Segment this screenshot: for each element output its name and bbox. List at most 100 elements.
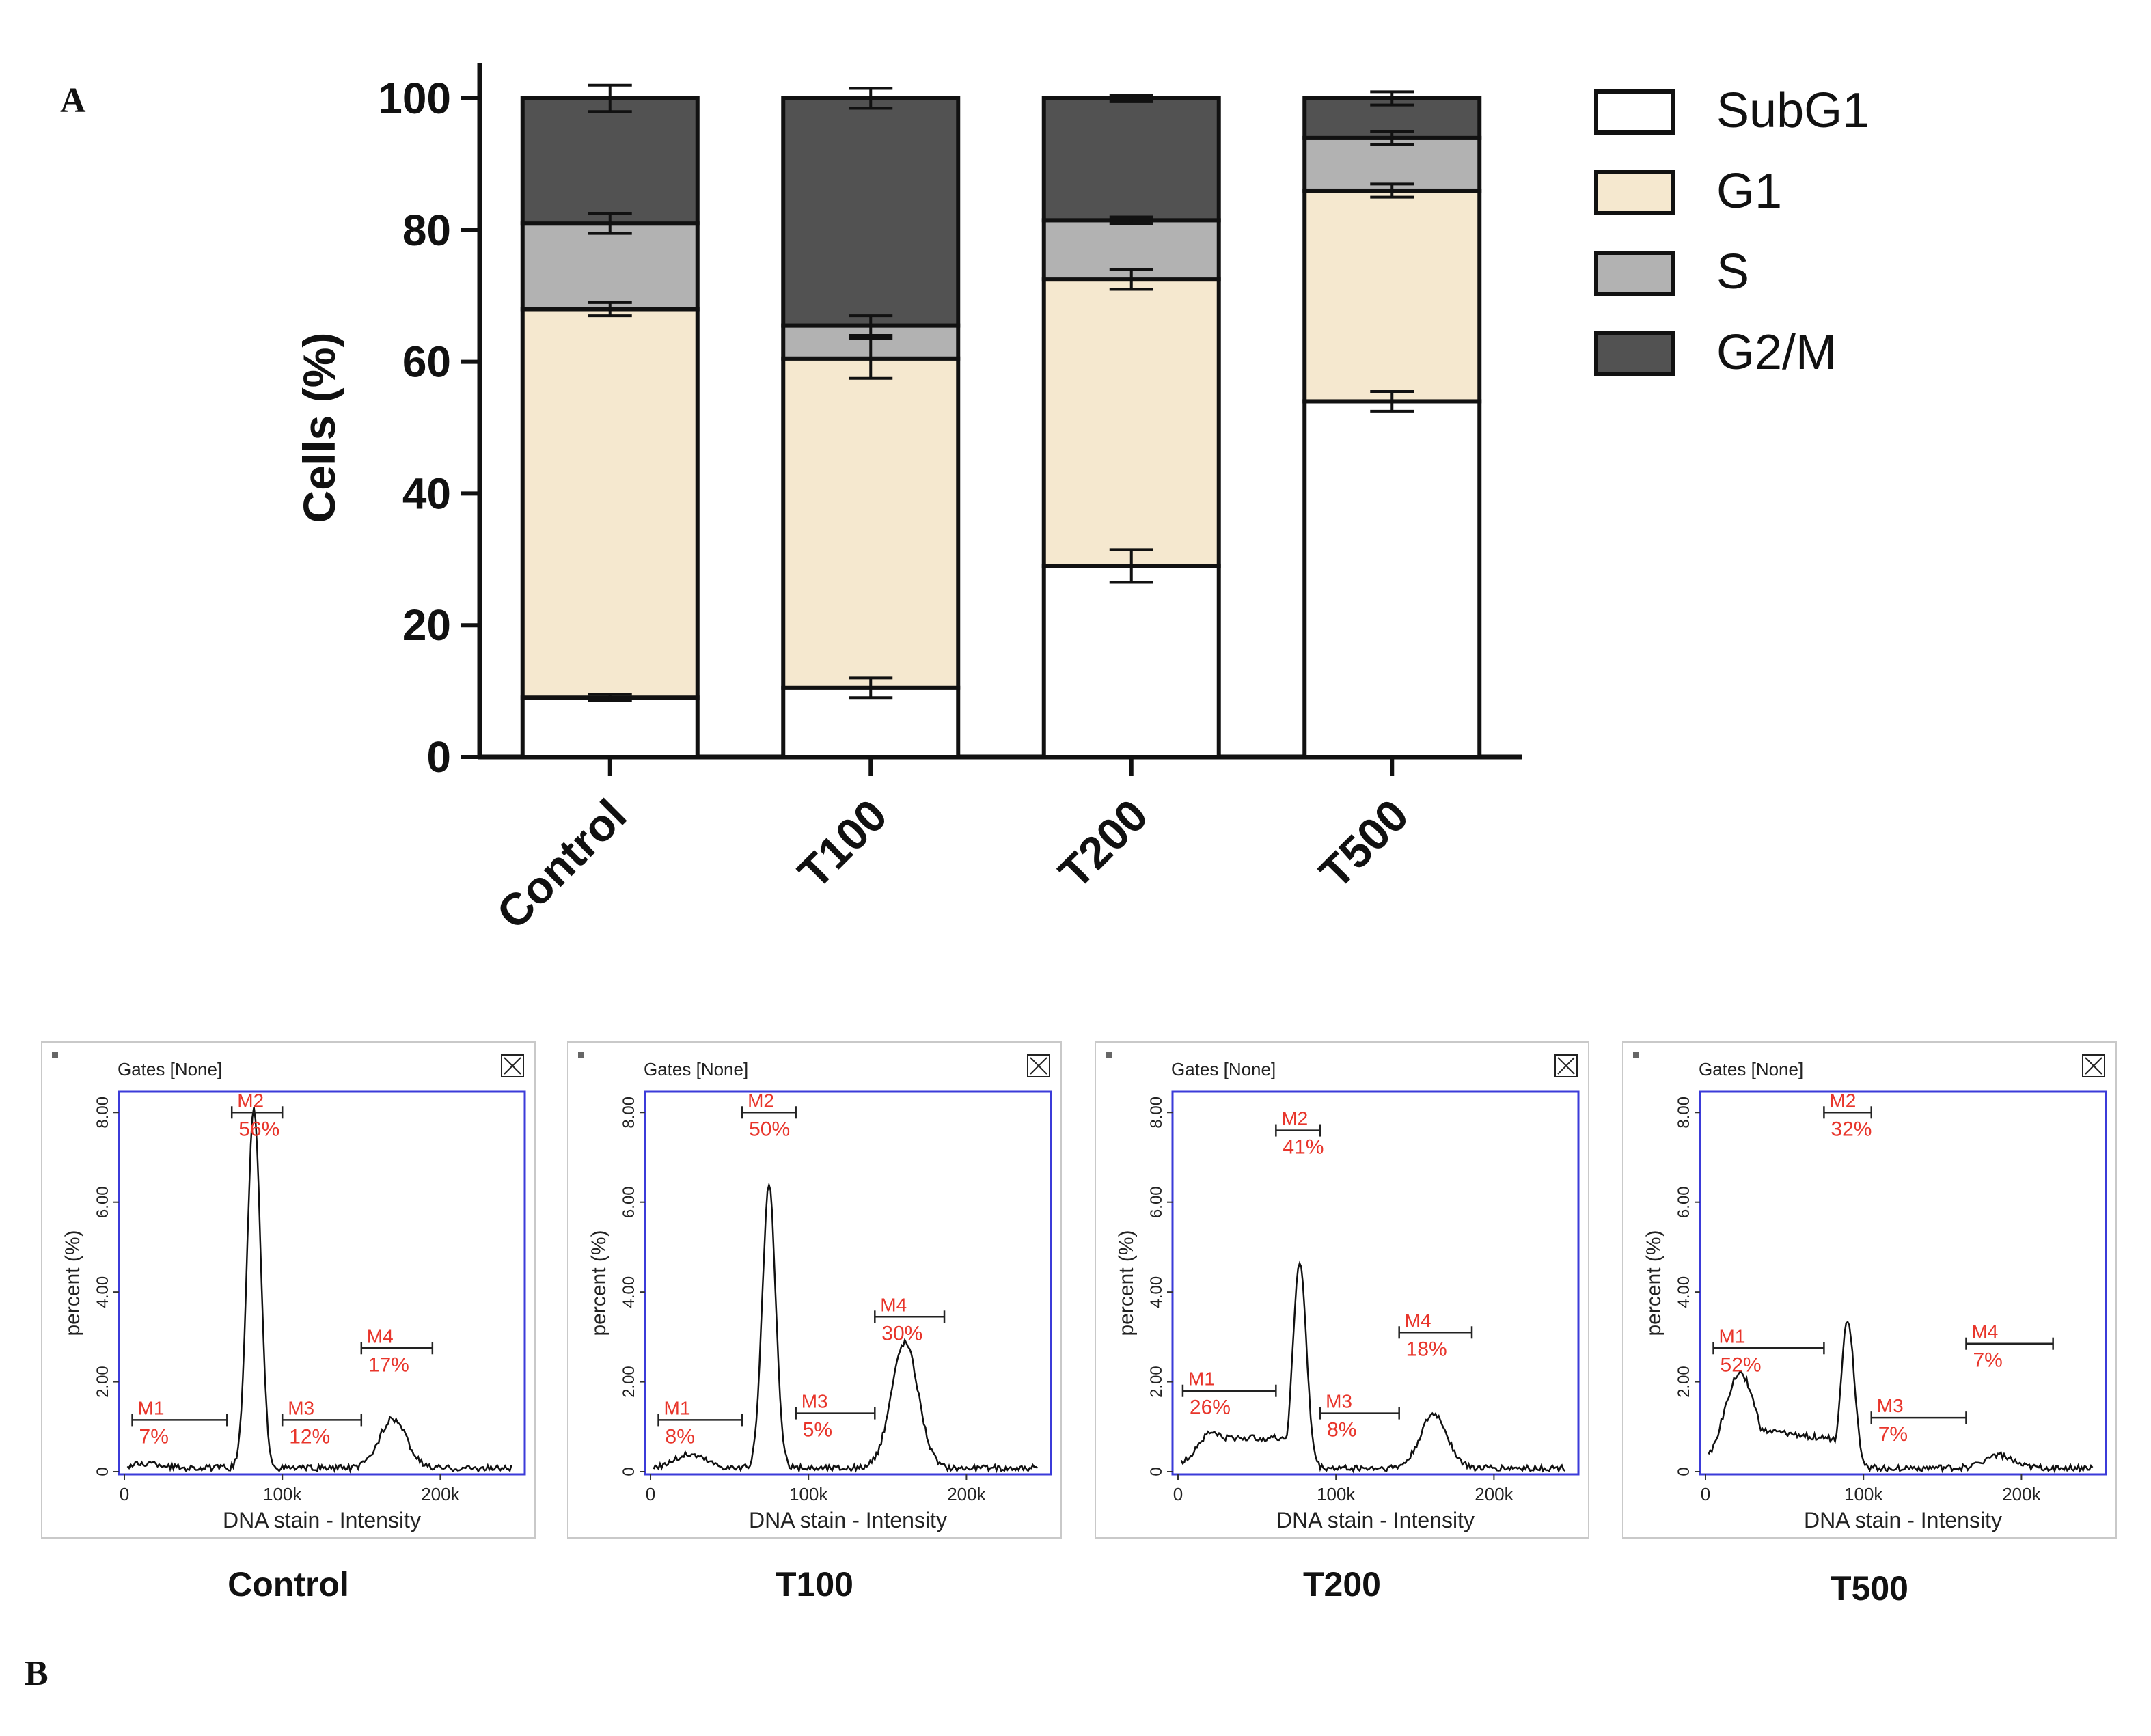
marker-label: M4 (880, 1294, 907, 1315)
y-tick-label: 8.00 (94, 1097, 112, 1129)
marker-label: M2 (237, 1090, 264, 1111)
y-tick-label: 0 (620, 1467, 638, 1476)
marker-percent: 7% (1878, 1423, 1908, 1446)
x-tick-label: 0 (1701, 1484, 1710, 1504)
y-tick-label: 4.00 (1675, 1276, 1693, 1308)
bar-segment-s (1302, 135, 1482, 193)
marker-percent: 52% (1721, 1353, 1762, 1376)
bar-segment-subg1 (781, 685, 961, 760)
legend-label: SubG1 (1716, 83, 1869, 138)
y-tick-label: 0 (1147, 1467, 1166, 1476)
y-tick-label: 2.00 (1675, 1366, 1693, 1398)
x-tick-label: T100 (788, 790, 896, 898)
gates-header: Gates [None] (644, 1059, 748, 1079)
histogram-caption: T100 (776, 1565, 853, 1603)
bar-segment-g1 (520, 307, 700, 700)
legend-label: G1 (1716, 164, 1782, 219)
marker-label: M4 (1405, 1310, 1431, 1331)
marker-label: M1 (664, 1397, 691, 1418)
x-tick-label: 0 (1173, 1484, 1183, 1504)
bar-segment-g2m (520, 96, 700, 226)
bar-segment-g2m (1041, 96, 1221, 223)
y-tick-label: 8.00 (620, 1097, 638, 1129)
histogram-plot: Gates [None] 0 2.00 4.00 6.00 8.00 percent (%)… (52, 1052, 526, 1532)
y-tick-label: 8.00 (1675, 1097, 1693, 1129)
y-axis-title: percent (%) (1643, 1230, 1665, 1336)
histogram-line (126, 1107, 512, 1474)
marker-label: M3 (1326, 1391, 1352, 1412)
marker-label: M3 (1877, 1395, 1904, 1416)
marker-percent: 7% (1973, 1349, 2002, 1372)
marker-label: M2 (1829, 1090, 1856, 1111)
y-tick-label: 0 (94, 1467, 112, 1476)
x-axis-title: DNA stain - Intensity (749, 1508, 947, 1532)
y-tick-label: 8.00 (1147, 1097, 1166, 1129)
x-tick-label: 0 (646, 1484, 655, 1504)
bar-segment-subg1 (1302, 399, 1482, 759)
histogram-caption: Control (228, 1565, 349, 1603)
marker-label: M4 (367, 1325, 394, 1347)
plot-frame (1171, 1090, 1580, 1476)
marker-percent: 8% (666, 1425, 695, 1448)
plot-frame (1699, 1090, 2107, 1476)
marker-percent: 41% (1283, 1136, 1324, 1159)
y-tick-label: 6.00 (1147, 1186, 1166, 1218)
marker-percent: 30% (881, 1322, 922, 1345)
y-tick-label: 100 (378, 74, 451, 123)
marker-label: M2 (1281, 1108, 1308, 1129)
close-icon (1030, 1057, 1047, 1075)
bar-segment-subg1 (1041, 564, 1221, 759)
marker-percent: 12% (289, 1425, 330, 1448)
y-tick-label: 40 (402, 469, 451, 518)
y-axis-title: Cells (%) (294, 333, 344, 523)
x-tick-label: 200k (1475, 1484, 1513, 1504)
histogram-t200: Gates [None] 0 2.00 4.00 6.00 8.00 percent (%)… (1095, 1041, 1589, 1539)
close-icon (2085, 1057, 2102, 1075)
histogram-caption: T500 (1831, 1569, 1908, 1608)
close-icon (504, 1057, 521, 1075)
marker-percent: 50% (749, 1118, 790, 1140)
legend-label: S (1716, 245, 1749, 299)
marker-percent: 26% (1190, 1396, 1231, 1419)
gates-header: Gates [None] (1699, 1059, 1803, 1079)
marker-label: M2 (748, 1090, 774, 1111)
y-axis-title: percent (%) (1115, 1230, 1138, 1336)
bar-segment-g2m (781, 96, 961, 328)
window-grip-icon (578, 1052, 584, 1058)
marker-percent: 5% (803, 1419, 832, 1442)
x-axis-title: DNA stain - Intensity (1804, 1508, 2002, 1532)
y-tick-label: 0 (1675, 1467, 1693, 1476)
y-tick-label: 6.00 (94, 1186, 112, 1218)
legend-swatch (1594, 331, 1675, 376)
y-axis-title: percent (%) (61, 1230, 84, 1336)
marker-label: M1 (1719, 1325, 1746, 1347)
y-tick-label: 0 (426, 732, 451, 782)
marker-percent: 18% (1406, 1338, 1447, 1360)
legend-label: G2/M (1716, 325, 1837, 380)
marker-percent: 56% (238, 1118, 279, 1140)
panel-b-label: B (25, 1654, 49, 1693)
marker-label: M3 (802, 1391, 828, 1412)
marker-label: M3 (288, 1397, 314, 1418)
histogram-t500: Gates [None] 0 2.00 4.00 6.00 8.00 percent (%)… (1622, 1041, 2117, 1539)
y-tick-label: 2.00 (94, 1366, 112, 1398)
bar-segment-g1 (1041, 277, 1221, 568)
histogram-plot: Gates [None] 0 2.00 4.00 6.00 8.00 percent (%)… (578, 1052, 1052, 1532)
bar-segment-subg1 (520, 695, 700, 759)
legend-swatch (1594, 89, 1675, 135)
x-tick-label: 100k (1844, 1484, 1883, 1504)
histogram-line (1708, 1320, 2094, 1474)
marker-label: M1 (1188, 1368, 1215, 1390)
marker-percent: 7% (139, 1425, 169, 1448)
close-icon (1557, 1057, 1575, 1075)
y-tick-label: 4.00 (1147, 1276, 1166, 1308)
y-tick-label: 80 (402, 206, 451, 255)
marker-percent: 8% (1327, 1419, 1356, 1442)
x-tick-label: 100k (789, 1484, 828, 1504)
bar-segment-g1 (1302, 188, 1482, 404)
y-tick-label: 6.00 (620, 1186, 638, 1218)
histogram-line (653, 1181, 1039, 1474)
x-tick-label: 200k (947, 1484, 986, 1504)
gates-header: Gates [None] (1171, 1059, 1276, 1079)
bar-segment-g1 (781, 356, 961, 690)
